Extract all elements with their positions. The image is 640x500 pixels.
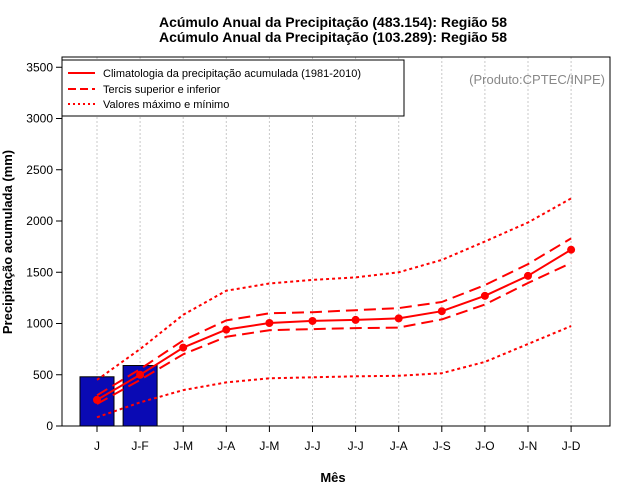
- y-tick-label: 1000: [26, 317, 53, 331]
- climatology-point-11: [567, 246, 575, 254]
- climatology-point-2: [179, 344, 187, 352]
- x-tick-label: J-O: [475, 439, 494, 453]
- y-axis: 0 500 1000 1500 2000 2500 3000 3500: [26, 60, 62, 433]
- series-line-m-nimo: [97, 326, 571, 417]
- legend-label-extremes: Valores máximo e mínimo: [103, 99, 229, 111]
- x-tick-label: J-S: [433, 439, 451, 453]
- chart-title: Acúmulo Anual da Precipitação (483.154):…: [159, 14, 507, 30]
- chart-subtitle: Acúmulo Anual da Precipitação (103.289):…: [159, 29, 507, 45]
- y-tick-label: 3000: [26, 112, 53, 126]
- x-tick-label: J-J: [348, 439, 364, 453]
- y-tick-label: 1500: [26, 265, 53, 279]
- climatology-point-6: [352, 316, 360, 324]
- series-lines: [97, 198, 571, 417]
- chart: Acúmulo Anual da Precipitação (483.154):…: [0, 0, 640, 500]
- climatology-point-0: [93, 396, 101, 404]
- x-tick-label: J-M: [173, 439, 193, 453]
- x-tick-label: J-F: [131, 439, 148, 453]
- climatology-point-5: [309, 317, 317, 325]
- series-line-tercil-superior: [97, 238, 571, 395]
- legend: Climatologia da precipitação acumulada (…: [62, 60, 404, 116]
- x-tick-label: J-M: [259, 439, 279, 453]
- x-tick-label: J-A: [217, 439, 235, 453]
- climatology-point-8: [438, 307, 446, 315]
- y-tick-label: 2000: [26, 214, 53, 228]
- legend-label-climatology: Climatologia da precipitação acumulada (…: [103, 68, 361, 80]
- climatology-point-10: [524, 272, 532, 280]
- climatology-point-9: [481, 292, 489, 300]
- climatology-point-7: [395, 314, 403, 322]
- climatology-markers: [93, 246, 575, 404]
- x-tick-label: J-D: [562, 439, 581, 453]
- y-tick-label: 0: [46, 419, 53, 433]
- y-tick-label: 500: [33, 368, 53, 382]
- x-tick-label: J-N: [519, 439, 538, 453]
- y-axis-label: Precipitação acumulada (mm): [0, 150, 15, 334]
- climatology-point-3: [222, 326, 230, 334]
- bars: [80, 366, 157, 426]
- x-tick-label: J: [94, 439, 100, 453]
- x-tick-label: J-J: [305, 439, 321, 453]
- credit-text: (Produto:CPTEC/INPE): [469, 72, 605, 87]
- climatology-point-4: [265, 319, 273, 327]
- y-tick-label: 2500: [26, 163, 53, 177]
- climatology-point-1: [136, 371, 144, 379]
- x-axis-label: Mês: [320, 470, 345, 485]
- x-tick-label: J-A: [390, 439, 408, 453]
- x-axis: J J-F J-M J-A J-M J-J J-J J-A J-S J-O J-N J-D: [94, 426, 581, 453]
- series-line-tercil-inferior: [97, 263, 571, 404]
- legend-label-tercis: Tercis superior e inferior: [103, 84, 221, 96]
- y-tick-label: 3500: [26, 60, 53, 74]
